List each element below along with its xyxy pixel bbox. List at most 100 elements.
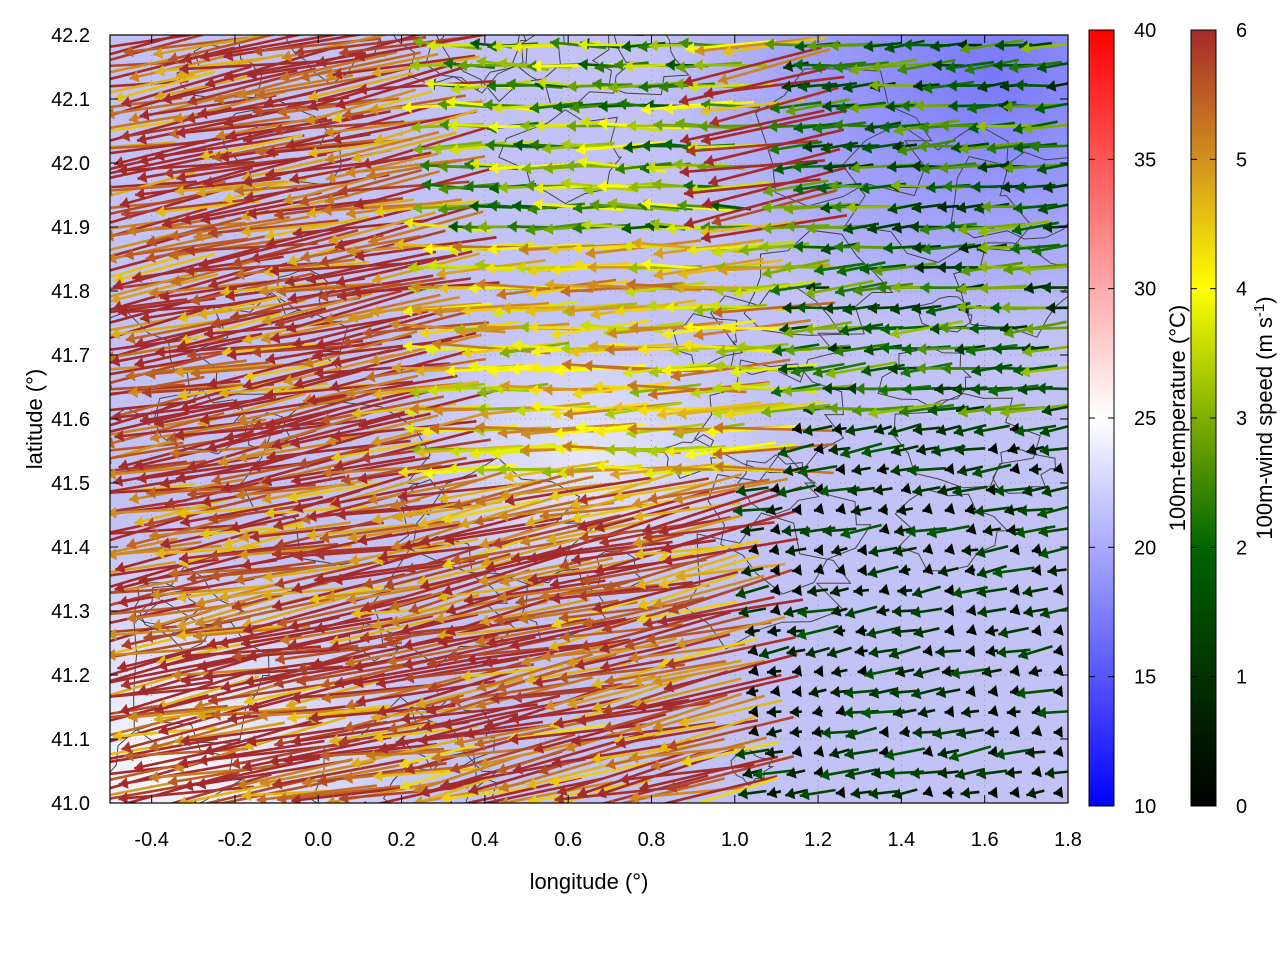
wind-vector-shaft — [637, 573, 737, 609]
wind-vector-head — [118, 777, 129, 789]
wind-vector-head — [952, 586, 963, 599]
wind-vector-head — [807, 585, 817, 597]
wind-vector-head — [879, 725, 889, 738]
wind-vector-head — [629, 385, 640, 398]
wind-vector-shaft — [110, 386, 235, 427]
wind-vector-shaft — [320, 395, 445, 423]
wind-vector-head — [287, 638, 298, 651]
wind-vector-head — [262, 474, 273, 487]
wind-vector-head — [134, 515, 145, 527]
wind-vector-head — [436, 267, 447, 280]
wind-vector-head — [770, 685, 781, 697]
wind-vector-shaft — [724, 400, 825, 417]
wind-vector-head — [110, 716, 111, 724]
wind-vector-shaft — [252, 389, 382, 429]
wind-vector-shaft — [110, 780, 177, 797]
wind-vector-shaft — [668, 568, 793, 613]
wind-vector-head — [449, 143, 459, 156]
wind-vector-head — [132, 271, 142, 283]
wind-vector-head — [361, 157, 372, 169]
wind-vector-head — [718, 73, 729, 85]
wind-vector-head — [137, 133, 147, 145]
wind-vector-head — [445, 624, 457, 636]
wind-vector-shaft — [256, 784, 378, 802]
wind-vector-head — [785, 544, 796, 557]
wind-vector-shaft — [604, 659, 726, 684]
wind-vector-head — [789, 726, 800, 738]
wind-vector-head — [571, 553, 581, 566]
wind-vector-head — [409, 402, 419, 415]
wind-vector-head — [176, 171, 187, 183]
wind-vector-shaft — [412, 774, 499, 803]
wind-vector-head — [675, 637, 686, 649]
wind-vector-head — [134, 357, 145, 369]
wind-vector-head — [722, 45, 732, 58]
x-tick-label: -0.4 — [134, 829, 168, 851]
wind-vector-head — [360, 631, 370, 644]
wind-vector-head — [610, 468, 620, 480]
colorbar-tick-label: 1 — [1236, 667, 1247, 689]
wind-vector-head — [605, 758, 616, 770]
wind-vector-shaft — [110, 693, 209, 722]
wind-vector-head — [892, 221, 903, 234]
wind-vector-head — [511, 552, 521, 564]
wind-vector-head — [373, 731, 384, 743]
wind-vector-head — [602, 621, 613, 634]
wind-vector-head — [604, 674, 615, 687]
wind-vector-head — [937, 200, 947, 213]
wind-vector-head — [844, 747, 855, 760]
wind-vector-head — [212, 150, 223, 163]
wind-vector-head — [857, 564, 867, 577]
wind-vector-shaft — [647, 478, 770, 502]
wind-vector-head — [145, 251, 156, 263]
wind-vector-head — [814, 665, 824, 678]
wind-vector-head — [732, 286, 743, 299]
wind-vector-head — [845, 728, 856, 740]
wind-vector-head — [45, 185, 54, 197]
wind-vector-head — [66, 253, 76, 265]
wind-vector-head — [199, 527, 210, 540]
wind-vector-head — [297, 662, 308, 674]
wind-vector-head — [272, 599, 283, 611]
wind-vector-head — [785, 104, 796, 117]
wind-vector-shaft — [272, 120, 405, 132]
wind-vector-head — [220, 680, 231, 693]
wind-vector-head — [953, 425, 964, 437]
wind-vector-head — [519, 321, 529, 334]
wind-vector-head — [822, 382, 832, 395]
wind-vector-head — [637, 598, 648, 610]
wind-vector-head — [988, 442, 998, 455]
wind-vector-head — [283, 753, 294, 766]
wind-vector-head — [119, 703, 130, 716]
wind-vector-head — [140, 413, 150, 426]
wind-vector-head — [533, 742, 545, 754]
wind-vector-head — [971, 364, 982, 377]
wind-vector-head — [643, 467, 654, 480]
wind-vector-head — [180, 515, 191, 528]
wind-vector-head — [51, 48, 61, 60]
wind-vector-head — [211, 473, 222, 486]
wind-vector-head — [487, 243, 497, 256]
wind-vector-head — [693, 59, 703, 72]
wind-vector-head — [949, 750, 960, 762]
wind-vector-head — [670, 369, 681, 382]
wind-vector-head — [911, 302, 922, 315]
wind-vector-head — [420, 159, 430, 172]
wind-vector-head — [255, 145, 266, 158]
wind-vector-head — [70, 310, 80, 322]
wind-vector-head — [224, 431, 235, 443]
wind-vector-head — [219, 387, 229, 399]
wind-vector-head — [947, 79, 957, 92]
wind-vector-head — [369, 305, 380, 318]
wind-vector-head — [716, 345, 726, 358]
wind-vector-head — [912, 586, 923, 599]
wind-vector-shaft — [977, 219, 1050, 235]
wind-vector-head — [648, 388, 658, 400]
wind-vector-shaft — [110, 207, 208, 238]
wind-vector-shaft — [179, 312, 281, 344]
wind-vector-shaft — [642, 487, 776, 533]
wind-vector-head — [118, 164, 128, 177]
wind-vector-head — [513, 139, 523, 152]
wind-vector-head — [294, 46, 305, 58]
wind-vector-shaft — [554, 364, 646, 373]
